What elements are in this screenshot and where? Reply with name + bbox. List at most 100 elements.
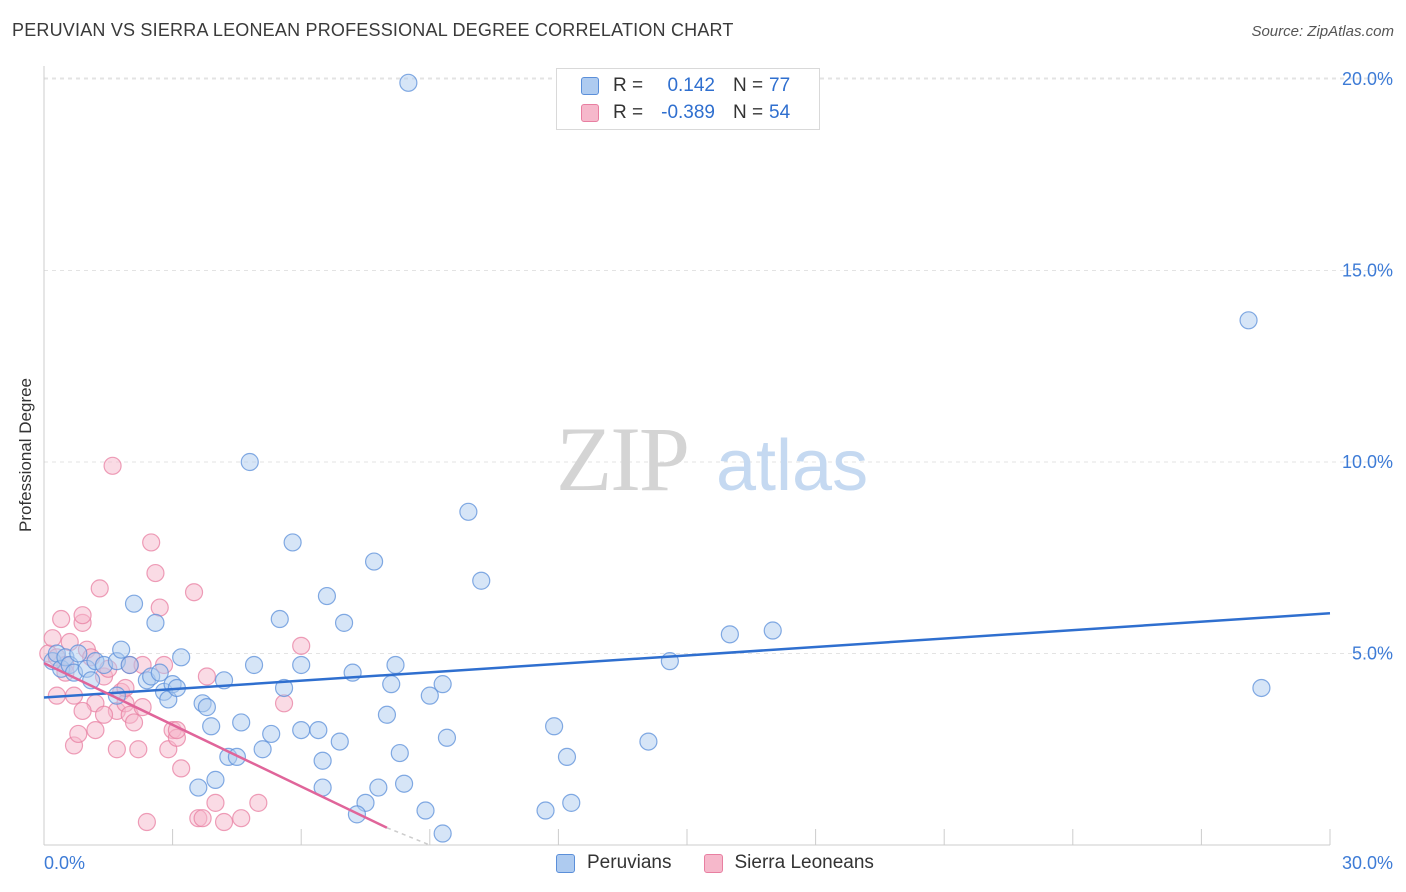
data-point — [317, 586, 337, 606]
data-point — [232, 809, 251, 828]
data-point — [137, 812, 156, 832]
data-point — [545, 717, 564, 736]
x-tick-label-max: 30.0% — [1342, 853, 1393, 873]
trend-line-peruvians — [43, 612, 1331, 699]
data-point — [202, 717, 221, 736]
data-point — [69, 724, 88, 744]
data-point — [292, 636, 311, 655]
legend-r-label: R = — [613, 75, 644, 96]
series-legend: Peruvians Sierra Leoneans — [556, 852, 906, 874]
data-point — [309, 720, 328, 740]
legend-row-peruvians: R = 0.142 N = 77 — [581, 74, 790, 98]
data-point — [557, 747, 577, 767]
y-tick-label: 15.0% — [1342, 261, 1393, 281]
data-point — [107, 740, 126, 759]
data-point — [1239, 311, 1258, 330]
data-point — [394, 774, 414, 793]
y-tick-label: 5.0% — [1352, 644, 1393, 664]
data-point — [146, 613, 165, 632]
data-point — [142, 533, 161, 552]
data-point — [150, 598, 169, 617]
data-point — [249, 793, 268, 812]
data-point — [43, 629, 62, 648]
data-point — [150, 663, 169, 682]
data-point — [536, 801, 555, 820]
data-point — [459, 502, 478, 521]
legend-swatch-pink — [581, 104, 599, 122]
data-point — [197, 698, 216, 717]
data-point — [283, 533, 302, 552]
data-point — [193, 809, 212, 828]
axes — [43, 66, 1331, 846]
trend-extension-sierra-leoneans — [386, 827, 431, 846]
data-point — [240, 452, 259, 472]
chart-title: PERUVIAN VS SIERRA LEONEAN PROFESSIONAL … — [12, 20, 734, 40]
data-point — [364, 552, 384, 571]
data-point — [197, 667, 216, 686]
trend-line-sierra-leoneans — [43, 661, 388, 829]
data-point — [262, 724, 281, 744]
data-point — [313, 751, 332, 770]
data-point — [639, 732, 658, 751]
legend-label-peruvians: Peruvians — [587, 852, 672, 873]
y-tick-label: 10.0% — [1342, 452, 1393, 472]
legend-n-value: 54 — [769, 102, 791, 123]
data-point — [69, 644, 88, 663]
data-point — [416, 801, 435, 820]
data-point — [52, 609, 71, 629]
data-point — [253, 740, 272, 759]
data-point — [129, 740, 148, 759]
data-point — [334, 613, 354, 632]
data-point — [420, 686, 439, 705]
tick-labels: 5.0% 10.0% 15.0% 20.0% 0.0% 30.0% — [44, 69, 1393, 873]
data-point — [433, 675, 452, 694]
data-point — [386, 655, 405, 675]
y-tick-label: 20.0% — [1342, 69, 1393, 89]
data-point — [763, 621, 782, 640]
data-point — [120, 655, 139, 675]
legend-r-value: -0.389 — [661, 102, 715, 123]
data-point — [369, 778, 388, 797]
data-point — [270, 609, 289, 629]
data-point — [172, 759, 191, 778]
data-point — [433, 824, 452, 843]
legend-n-value: 77 — [769, 75, 791, 96]
watermark: ZIP atlas — [556, 408, 868, 510]
data-point — [377, 705, 397, 724]
legend-item-peruvians: Peruvians — [556, 852, 672, 874]
data-point — [232, 713, 251, 732]
data-point — [124, 713, 144, 732]
data-point — [90, 579, 109, 598]
legend-n-label: N = — [733, 102, 764, 123]
data-point — [124, 594, 144, 613]
data-point — [146, 563, 165, 583]
legend-row-sierra-leoneans: R = -0.389 N = 54 — [581, 101, 790, 125]
data-point — [103, 456, 122, 475]
svg-text:ZIP: ZIP — [556, 408, 688, 510]
data-point — [73, 701, 92, 721]
source-label: Source: ZipAtlas.com — [1251, 23, 1394, 40]
legend-r-label: R = — [613, 102, 644, 123]
data-point — [94, 705, 114, 724]
data-point — [437, 728, 457, 747]
data-point — [214, 812, 234, 832]
data-point — [112, 640, 131, 659]
data-point — [382, 675, 401, 694]
data-point — [86, 720, 105, 740]
data-point — [399, 73, 418, 92]
data-point — [292, 655, 311, 675]
data-point — [720, 625, 739, 644]
data-point — [1252, 678, 1271, 698]
data-point — [330, 732, 349, 751]
data-point — [292, 720, 311, 740]
legend-swatch-blue — [581, 77, 599, 95]
series-peruvians — [43, 73, 1271, 843]
legend-item-sierra-leoneans: Sierra Leoneans — [703, 852, 874, 874]
data-point — [472, 571, 491, 590]
data-point — [206, 770, 225, 789]
gridlines — [44, 77, 1390, 654]
data-point — [189, 778, 208, 797]
data-point — [73, 606, 92, 625]
data-point — [206, 793, 225, 812]
